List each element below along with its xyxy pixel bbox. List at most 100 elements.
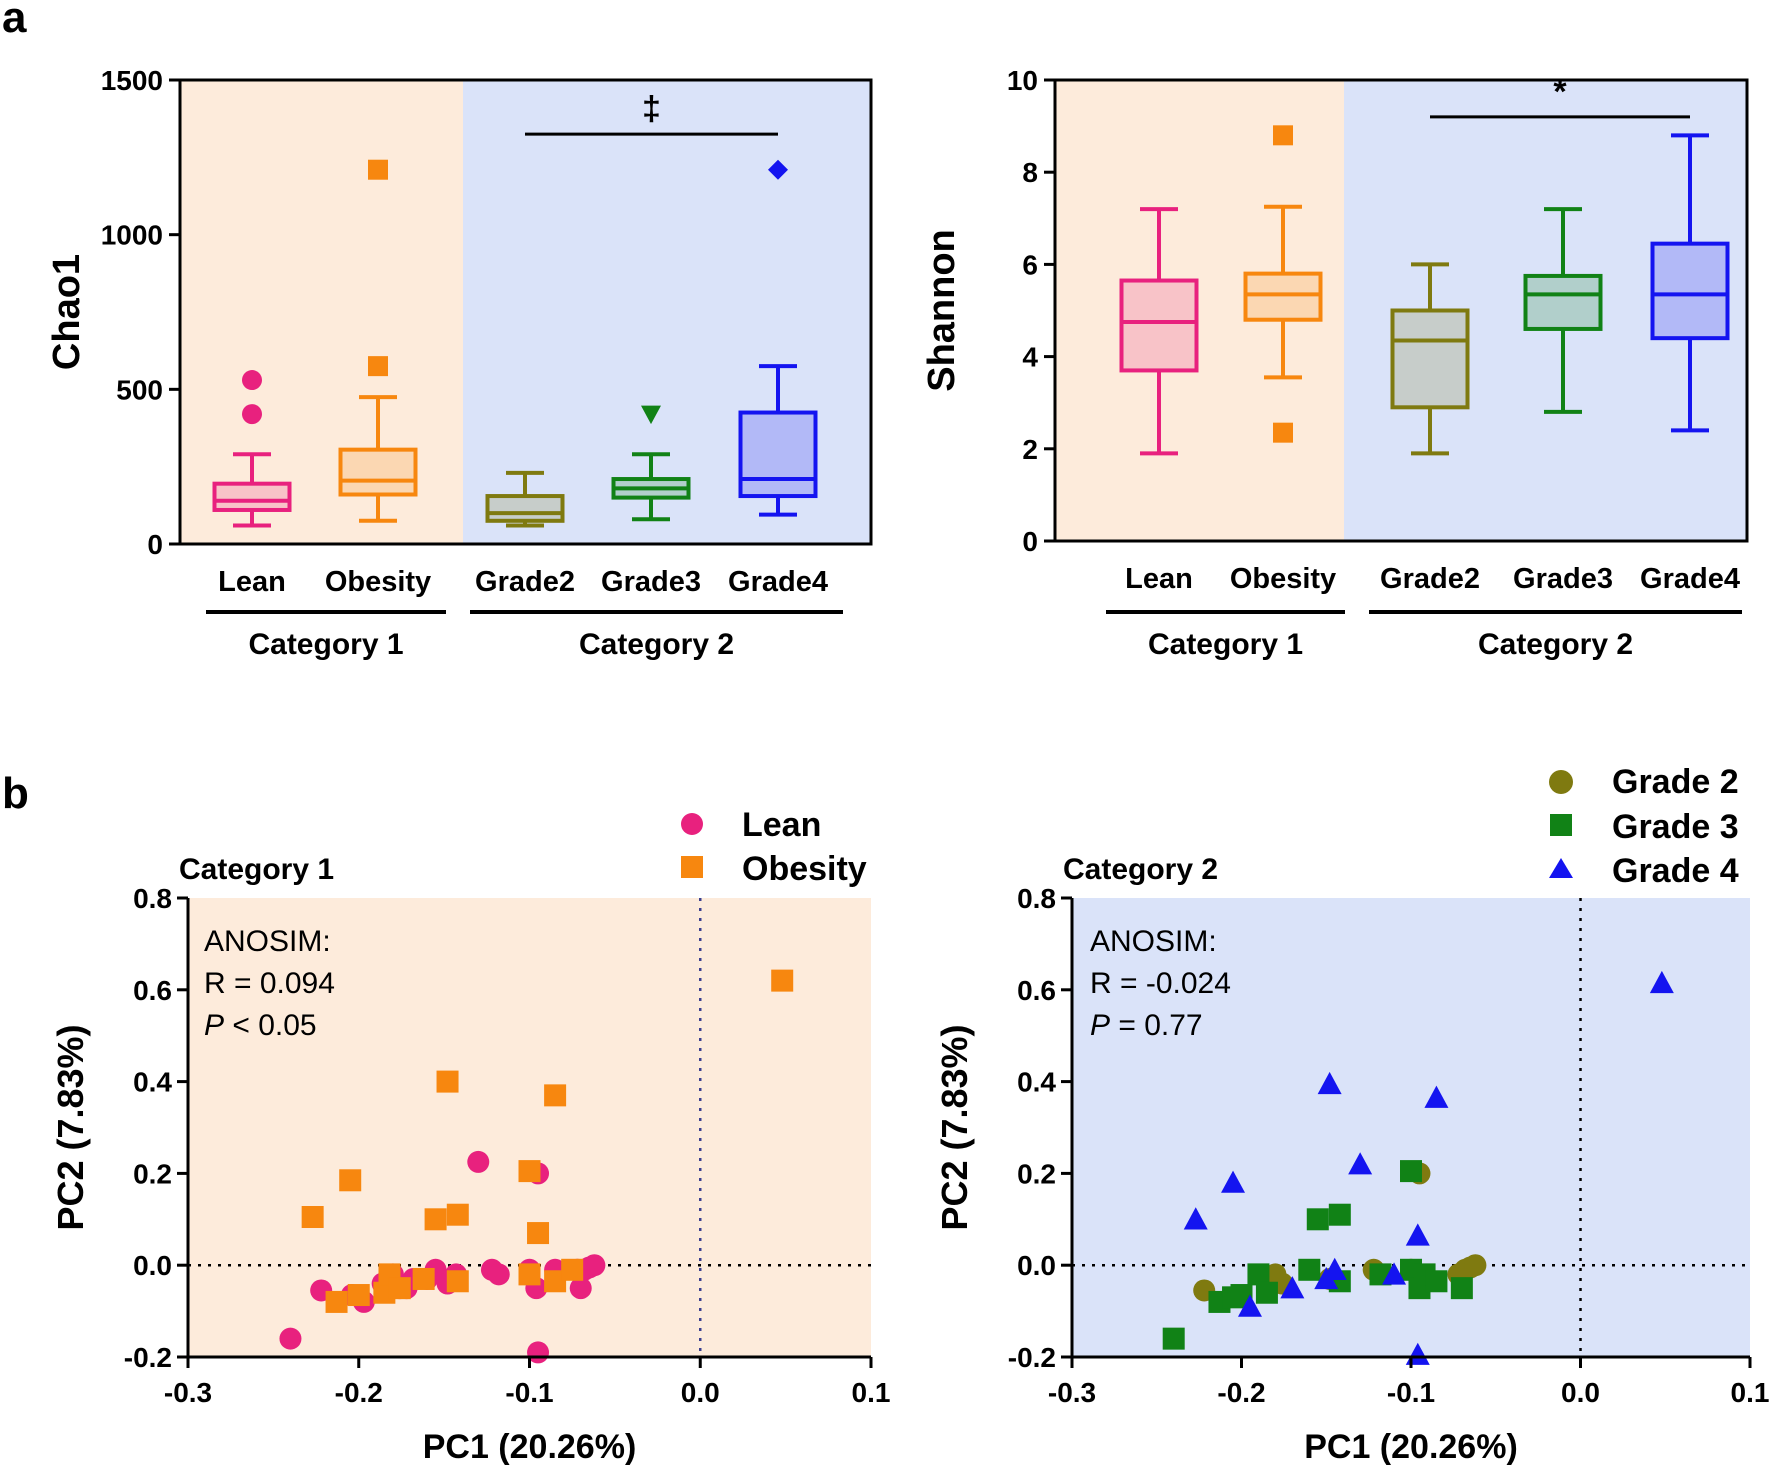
- box-iqr: [212, 481, 292, 512]
- data-point: [1424, 1085, 1449, 1108]
- data-point: [1298, 1258, 1321, 1281]
- box-grade4: [1650, 133, 1730, 433]
- data-point: [446, 1270, 469, 1293]
- box-obesity: [338, 159, 418, 523]
- y-tick-label: 0.2: [1017, 1158, 1056, 1189]
- pcoa-category1-scatter: -0.2 0.0 0.2 0.4 0.6 0.8 -0.3 -0.2 -0.1 0.0 0.1 PC1…: [50, 853, 890, 1466]
- data-point: [279, 1327, 302, 1350]
- pcoa-category2-scatter: -0.2 0.0 0.2 0.4 0.6 0.8 -0.3 -0.2 -0.1 0.0 0.1 PC1…: [934, 853, 1769, 1466]
- y-tick-label: 0.0: [1017, 1250, 1056, 1281]
- panel-b-label: b: [2, 769, 29, 818]
- x-tick-label: Grade3: [1513, 563, 1613, 595]
- data-point: [544, 1084, 567, 1107]
- box-iqr: [338, 447, 418, 497]
- x-tick-label: -0.3: [164, 1377, 212, 1408]
- anosim-heading: ANOSIM:: [204, 925, 331, 958]
- panel-a-label: a: [2, 0, 27, 42]
- y-axis-label: Chao1: [46, 254, 88, 370]
- outlier-point: [1273, 422, 1293, 443]
- legend-obesity-label: Obesity: [742, 850, 867, 888]
- data-point: [1247, 1263, 1270, 1286]
- y-tick-label: 0.4: [133, 1067, 172, 1098]
- box-iqr: [485, 494, 565, 523]
- y-axis-label: PC2 (7.83%): [934, 1024, 975, 1230]
- y-tick-label: 0: [147, 529, 163, 560]
- plot-title: Category 1: [179, 853, 334, 886]
- box-iqr: [738, 410, 818, 499]
- y-tick-label: 0.6: [133, 975, 172, 1006]
- box-obesity: [1243, 125, 1323, 443]
- series-obesity: [301, 969, 794, 1313]
- legend-lean-marker: [681, 813, 703, 835]
- data-point: [1464, 1254, 1487, 1277]
- significance-symbol: ‡: [642, 90, 661, 128]
- x-tick-label: -0.1: [505, 1377, 553, 1408]
- y-tick-label: 6: [1022, 249, 1038, 280]
- data-point: [412, 1267, 435, 1290]
- box-grade3: [611, 405, 691, 522]
- legend-grade4-label: Grade 4: [1612, 852, 1739, 890]
- outlier-point: [242, 404, 262, 425]
- box-iqr: [1243, 271, 1323, 322]
- data-point: [1400, 1160, 1422, 1183]
- y-tick-label: 8: [1022, 157, 1038, 188]
- data-point: [446, 1203, 469, 1226]
- data-point: [1317, 1071, 1342, 1095]
- x-tick-label: 0.1: [852, 1377, 891, 1408]
- plot-frame: [178, 78, 873, 546]
- data-point: [1162, 1327, 1185, 1350]
- data-point: [1255, 1281, 1278, 1304]
- x-tick-label: Lean: [1125, 563, 1193, 595]
- y-tick-label: 0: [1022, 526, 1038, 557]
- box-iqr: [1390, 308, 1470, 410]
- y-tick-label: 10: [1007, 65, 1038, 96]
- y-axis-label: PC2 (7.83%): [50, 1024, 91, 1230]
- y-tick-label: 0.4: [1017, 1067, 1056, 1098]
- data-point: [561, 1258, 584, 1281]
- x-tick-label: Obesity: [1230, 563, 1336, 595]
- data-point: [424, 1208, 447, 1231]
- box-lean: [1119, 207, 1199, 456]
- legend-category2: Grade 2 Grade 3 Grade 4: [1549, 763, 1739, 890]
- x-tick-label: Lean: [218, 566, 286, 598]
- y-tick-label: 1500: [101, 65, 163, 96]
- x-tick-label: 0.0: [681, 1377, 720, 1408]
- chao1-boxplot: 0 500 1000 1500 Chao1 Lean Obesity Grade2 Grade3…: [46, 65, 873, 661]
- data-point: [569, 1277, 592, 1300]
- outlier-point: [768, 159, 788, 180]
- y-tick-label: -0.2: [1008, 1342, 1056, 1373]
- y-tick-label: 1000: [101, 220, 163, 251]
- data-point: [1649, 970, 1674, 994]
- data-point: [1382, 1262, 1407, 1285]
- box-iqr: [1523, 273, 1603, 331]
- category1-background: [1055, 80, 1344, 541]
- data-point: [518, 1160, 541, 1183]
- y-tick-label: -0.2: [124, 1342, 172, 1373]
- legend-grade3-marker: [1550, 814, 1572, 836]
- y-tick-label: 0.8: [1017, 883, 1056, 914]
- box-grade2: [485, 470, 565, 528]
- anosim-p-text: = 0.77: [1110, 1009, 1203, 1042]
- y-axis-label: Shannon: [921, 229, 963, 392]
- y-tick-label: 0.2: [133, 1158, 172, 1189]
- data-point: [1280, 1276, 1305, 1299]
- plot-frame: [1053, 78, 1749, 543]
- box-lean: [212, 370, 292, 528]
- y-tick-label: 2: [1022, 434, 1038, 465]
- legend-grade2-label: Grade 2: [1612, 763, 1739, 801]
- y-tick-label: 500: [116, 374, 163, 405]
- data-point: [487, 1263, 510, 1286]
- data-point: [1322, 1257, 1347, 1280]
- data-point: [339, 1169, 362, 1192]
- anosim-heading: ANOSIM:: [1090, 925, 1217, 958]
- data-point: [771, 969, 794, 992]
- shannon-boxplot: 0 2 4 6 8 10 Shannon Lean Obesity Grade2 Grade3 Gra…: [921, 65, 1749, 661]
- x-tick-label: Grade2: [475, 566, 575, 598]
- data-point: [347, 1284, 370, 1307]
- x-tick-label: 0.1: [1731, 1377, 1770, 1408]
- outlier-point: [368, 356, 388, 377]
- legend-obesity-marker: [681, 856, 703, 878]
- outlier-point: [368, 159, 388, 180]
- box-grade4: [738, 159, 818, 517]
- data-point: [1348, 1152, 1373, 1175]
